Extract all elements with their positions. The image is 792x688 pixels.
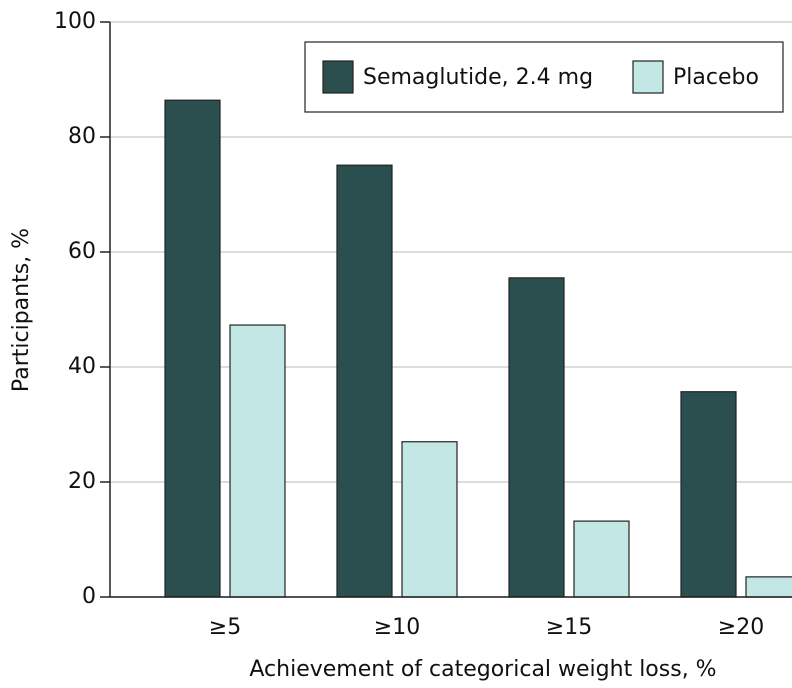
y-tick-label: 40 [68, 354, 96, 379]
legend-label: Semaglutide, 2.4 mg [363, 65, 593, 90]
x-tick-label: ≥20 [718, 615, 764, 640]
bar [573, 520, 630, 598]
y-tick-label: 0 [82, 584, 96, 609]
y-tick-label: 80 [68, 124, 96, 149]
bar [401, 441, 458, 598]
bar [229, 324, 286, 598]
x-tick-label: ≥10 [374, 615, 420, 640]
y-axis-label: Participants, % [9, 228, 34, 392]
legend-swatch [322, 60, 354, 94]
bar [745, 576, 792, 598]
bar [508, 277, 565, 598]
legend-label: Placebo [673, 65, 759, 90]
x-axis-label: Achievement of categorical weight loss, … [249, 657, 716, 682]
bar [164, 99, 221, 598]
y-tick-label: 100 [54, 9, 96, 34]
legend-box [304, 41, 784, 113]
x-tick-label: ≥5 [209, 615, 241, 640]
x-tick-label: ≥15 [546, 615, 592, 640]
y-tick-label: 20 [68, 469, 96, 494]
bar [680, 391, 737, 598]
y-tick-label: 60 [68, 239, 96, 264]
bar [336, 164, 393, 598]
legend-swatch [632, 60, 664, 94]
